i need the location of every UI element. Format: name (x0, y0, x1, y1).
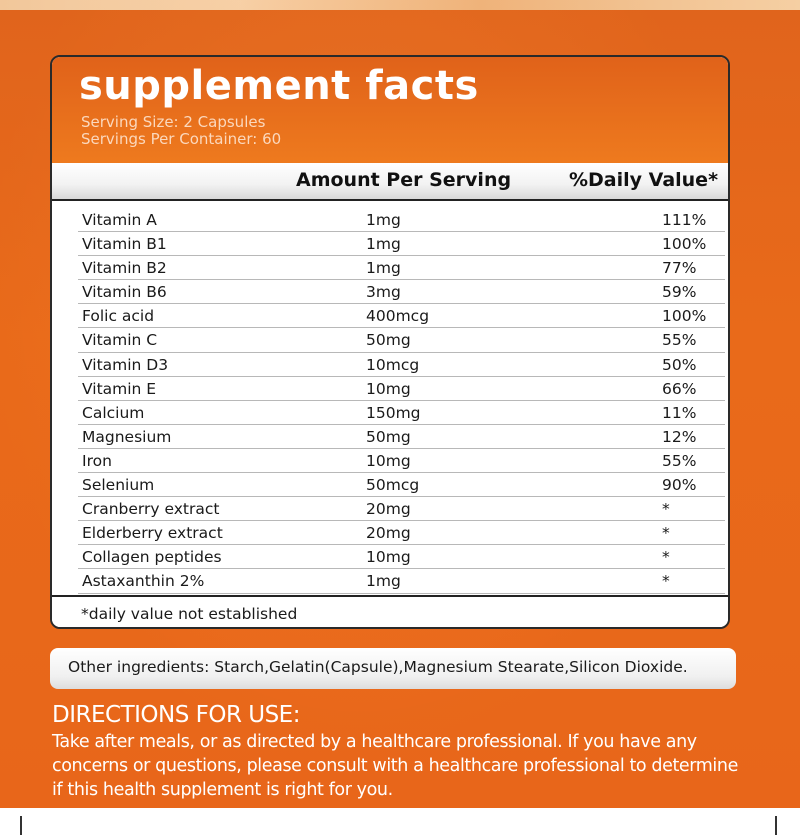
table-row: Selenium 50mcg 90% (52, 473, 728, 498)
nutrient-daily-value: * (662, 524, 670, 543)
nutrient-name: Elderberry extract (82, 524, 223, 543)
table-row: Folic acid 400mcg 100% (52, 304, 728, 329)
nutrient-daily-value: 66% (662, 379, 697, 398)
table-row: Vitamin B2 1mg 77% (52, 256, 728, 281)
table-row: Elderberry extract 20mg * (52, 521, 728, 546)
table-row: Vitamin C 50mg 55% (52, 328, 728, 353)
table-row: Iron 10mg 55% (52, 449, 728, 474)
amount-column-header: Amount Per Serving (296, 169, 512, 191)
nutrient-name: Vitamin B6 (82, 283, 167, 302)
nutrient-name: Collagen peptides (82, 548, 222, 567)
table-row: Vitamin B1 1mg 100% (52, 232, 728, 257)
nutrient-name: Astaxanthin 2% (82, 572, 205, 591)
serving-info: Serving Size: 2 Capsules Servings Per Co… (81, 114, 281, 148)
table-row: Vitamin D3 10mcg 50% (52, 353, 728, 377)
nutrient-amount: 20mg (366, 500, 411, 519)
nutrient-name: Folic acid (82, 307, 155, 326)
panel-header: supplement facts Serving Size: 2 Capsule… (52, 57, 728, 163)
panel-footer: *daily value not established (52, 595, 728, 627)
nutrient-daily-value: * (662, 572, 670, 591)
nutrient-name: Selenium (82, 476, 155, 495)
footnote: *daily value not established (81, 605, 298, 623)
nutrient-daily-value: 111% (662, 211, 707, 229)
directions-text: Take after meals, or as directed by a he… (52, 732, 738, 800)
nutrient-amount: 10mg (366, 379, 411, 398)
nutrient-name: Vitamin B1 (82, 235, 167, 254)
nutrient-daily-value: * (662, 500, 670, 519)
nutrient-name: Vitamin D3 (82, 355, 169, 374)
crop-mark-right (775, 816, 777, 835)
panel-title: supplement facts (79, 63, 479, 109)
nutrient-amount: 10mg (366, 451, 411, 470)
nutrient-name: Calcium (82, 403, 145, 422)
nutrient-daily-value: 55% (662, 331, 697, 350)
nutrient-amount: 1mg (366, 259, 401, 278)
nutrient-name: Vitamin B2 (82, 259, 167, 278)
nutrient-daily-value: 55% (662, 451, 697, 470)
nutrient-daily-value: 100% (662, 307, 707, 326)
nutrient-daily-value: 90% (662, 476, 697, 495)
nutrient-name: Cranberry extract (82, 500, 220, 519)
nutrient-amount: 10mg (366, 548, 411, 567)
nutrient-amount: 20mg (366, 524, 411, 543)
table-row: Cranberry extract 20mg * (52, 497, 728, 522)
nutrient-amount: 1mg (366, 572, 401, 591)
column-header: Amount Per Serving %Daily Value* (52, 163, 728, 201)
nutrient-amount: 400mcg (366, 307, 430, 326)
daily-value-column-header: %Daily Value* (569, 169, 719, 191)
table-row: Astaxanthin 2% 1mg * (52, 569, 728, 594)
nutrient-amount: 1mg (366, 235, 401, 254)
nutrient-rows: Vitamin A 1mg 111% Vitamin B1 1mg 100% Vitamin… (52, 208, 728, 594)
nutrient-name: Vitamin C (82, 331, 158, 350)
nutrient-name: Iron (82, 451, 112, 470)
servings-per-container: Servings Per Container: 60 (81, 130, 282, 148)
table-row: Vitamin E 10mg 66% (52, 377, 728, 401)
nutrient-daily-value: 11% (662, 403, 697, 422)
nutrient-daily-value: 77% (662, 259, 697, 278)
table-row: Collagen peptides 10mg * (52, 545, 728, 570)
table-row: Magnesium 50mg 12% (52, 425, 728, 450)
supplement-facts-panel: supplement facts Serving Size: 2 Capsule… (50, 55, 730, 629)
top-decorative-strip (0, 0, 800, 10)
table-row: Vitamin A 1mg 111% (52, 208, 728, 233)
nutrient-daily-value: 59% (662, 283, 697, 302)
other-ingredients-text: Other ingredients: Starch,Gelatin(Capsul… (68, 658, 688, 676)
nutrient-amount: 3mg (366, 283, 401, 302)
nutrient-name: Vitamin E (82, 379, 157, 398)
nutrient-amount: 50mcg (366, 476, 420, 495)
nutrient-amount: 50mg (366, 331, 411, 350)
nutrient-amount: 150mg (366, 403, 421, 422)
nutrient-daily-value: 12% (662, 427, 697, 446)
bottom-band (0, 808, 800, 835)
serving-size: Serving Size: 2 Capsules (81, 113, 266, 131)
nutrient-daily-value: * (662, 548, 670, 567)
nutrient-amount: 50mg (366, 427, 411, 446)
table-row: Vitamin B6 3mg 59% (52, 280, 728, 305)
nutrient-daily-value: 100% (662, 235, 707, 254)
nutrient-name: Magnesium (82, 427, 172, 446)
other-ingredients-box: Other ingredients: Starch,Gelatin(Capsul… (50, 648, 736, 689)
nutrient-daily-value: 50% (662, 355, 697, 374)
nutrient-amount: 1mg (366, 211, 401, 229)
nutrient-amount: 10mcg (366, 355, 420, 374)
crop-mark-left (20, 816, 22, 835)
nutrient-name: Vitamin A (82, 211, 157, 229)
directions-title: DIRECTIONS FOR USE: (52, 702, 300, 728)
table-row: Calcium 150mg 11% (52, 401, 728, 425)
